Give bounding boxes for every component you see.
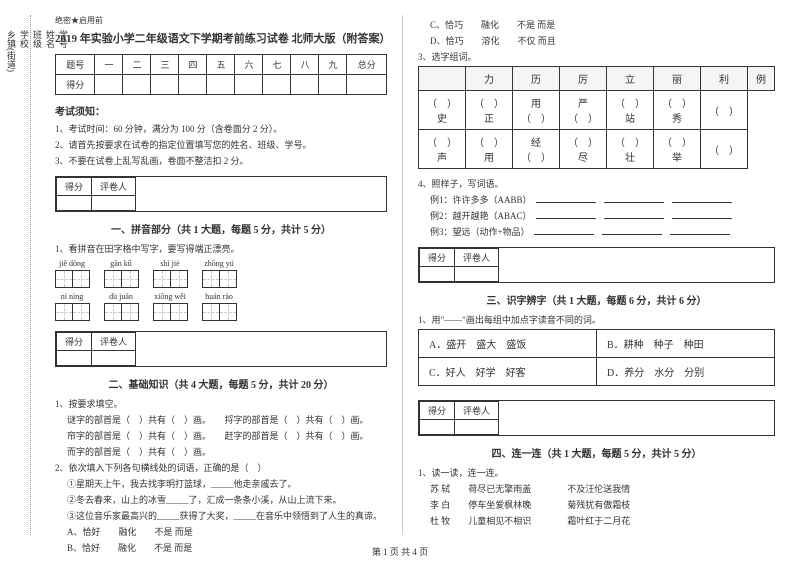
q-text: 例2：越开越艳（ABAC） bbox=[418, 209, 775, 222]
marker-box: 得分评卷人 bbox=[55, 176, 387, 212]
score-header: 总分 bbox=[347, 55, 387, 75]
side-label: 班级 bbox=[31, 30, 44, 510]
score-header: 二 bbox=[123, 55, 151, 75]
score-header: 四 bbox=[179, 55, 207, 75]
option: B、恰好 融化 不是 而是 bbox=[55, 541, 387, 554]
q-text: 而字的部首是（ ）共有（ ）画。 bbox=[55, 445, 387, 458]
notice-title: 考试须知： bbox=[55, 103, 387, 118]
side-label: 乡镇(街道) bbox=[5, 30, 18, 510]
confidential-label: 绝密★启用前 bbox=[55, 15, 387, 26]
q-text: ②冬去春来，山上的冰雪_____了，汇成一条条小溪，从山上流下来。 bbox=[55, 493, 387, 506]
q-text: 4、照样子，写词语。 bbox=[418, 177, 775, 190]
match-line: 李 白 停车坐爱枫林晚 菊残犹有傲霜枝 bbox=[418, 498, 775, 511]
fold-line bbox=[30, 15, 31, 535]
recognition-table: A．盛开 盛大 盛饭 B．耕种 种子 种田 C．好人 好学 好客 D．养分 水分… bbox=[418, 329, 775, 386]
q-text: 例1：许许多多（AABB） bbox=[418, 193, 775, 206]
q-text: 1、用"——"画出每组中加点字读音不同的词。 bbox=[418, 313, 775, 326]
score-header: 五 bbox=[207, 55, 235, 75]
char-select-table: 力 历 厉 立 丽 利 例 （ ）史 （ ）正 用（ ） 严（ ） （ ）站 （… bbox=[418, 66, 775, 169]
marker-box: 得分评卷人 bbox=[418, 247, 775, 283]
option: C、恰巧 融化 不是 而是 bbox=[418, 18, 775, 31]
score-header: 六 bbox=[235, 55, 263, 75]
notice-item: 3、不要在试卷上乱写乱画，卷面不整洁扣 2 分。 bbox=[55, 154, 387, 167]
q-text: 1、读一读，连一连。 bbox=[418, 466, 775, 479]
q-text: ③这位音乐家最高兴的_____获得了大奖，_____在音乐中领悟到了人生的真谛。 bbox=[55, 509, 387, 522]
match-line: 苏 轼 荷尽已无擎雨盖 不及汪伦送我情 bbox=[418, 482, 775, 495]
q-text: ①星期天上午，我去找李明打篮球，_____他走亲戚去了。 bbox=[55, 477, 387, 490]
left-column: 绝密★启用前 2019 年实验小学二年级语文下学期考前练习试卷 北师大版（附答案… bbox=[40, 15, 403, 535]
score-header: 九 bbox=[319, 55, 347, 75]
marker-box: 得分评卷人 bbox=[418, 400, 775, 436]
pinyin-row: ní nìng dù juān xiōng wěi huán rào bbox=[55, 292, 387, 321]
exam-title: 2019 年实验小学二年级语文下学期考前练习试卷 北师大版（附答案） bbox=[55, 30, 387, 46]
section-1-title: 一、拼音部分（共 1 大题，每题 5 分，共计 5 分） bbox=[55, 221, 387, 236]
right-column: C、恰巧 融化 不是 而是 D、恰巧 溶化 不仅 而且 3、选字组词。 力 历 … bbox=[403, 15, 790, 535]
score-header: 八 bbox=[291, 55, 319, 75]
q-text: 帘字的部首是（ ）共有（ ）画。 赶字的部首是（ ）共有（ ）画。 bbox=[55, 429, 387, 442]
score-header: 一 bbox=[95, 55, 123, 75]
section-3-title: 三、识字辨字（共 1 大题，每题 6 分，共计 6 分） bbox=[418, 292, 775, 307]
option: D、恰巧 溶化 不仅 而且 bbox=[418, 34, 775, 47]
q-text: 1、按要求填空。 bbox=[55, 397, 387, 410]
section-2-title: 二、基础知识（共 4 大题，每题 5 分，共计 20 分） bbox=[55, 376, 387, 391]
q-text: 谜字的部首是（ ）共有（ ）画。 捋字的部首是（ ）共有（ ）画。 bbox=[55, 413, 387, 426]
q-text: 2、依次填入下列各句横线处的词语，正确的是（ ） bbox=[55, 461, 387, 474]
marker-box: 得分评卷人 bbox=[55, 331, 387, 367]
q1-text: 1、看拼音在田字格中写字，要写得端正漂亮。 bbox=[55, 242, 387, 255]
q-text: 3、选字组词。 bbox=[418, 50, 775, 63]
notice-item: 2、请首先按要求在试卷的指定位置填写您的姓名、班级、学号。 bbox=[55, 138, 387, 151]
section-4-title: 四、连一连（共 1 大题，每题 5 分，共计 5 分） bbox=[418, 445, 775, 460]
score-header: 三 bbox=[151, 55, 179, 75]
q-text: 例3：望远（动作+物品） bbox=[418, 225, 775, 238]
match-line: 杜 牧 儿童相见不相识 霜叶红于二月花 bbox=[418, 514, 775, 527]
pinyin-row: jiě dòng gān kū shì jiè zhōng yú bbox=[55, 259, 387, 288]
score-table: 题号 一 二 三 四 五 六 七 八 九 总分 得分 bbox=[55, 54, 387, 95]
notice-item: 1、考试时间：60 分钟，满分为 100 分（含卷面分 2 分）。 bbox=[55, 122, 387, 135]
score-header: 七 bbox=[263, 55, 291, 75]
option: A、恰好 融化 不是 而是 bbox=[55, 525, 387, 538]
